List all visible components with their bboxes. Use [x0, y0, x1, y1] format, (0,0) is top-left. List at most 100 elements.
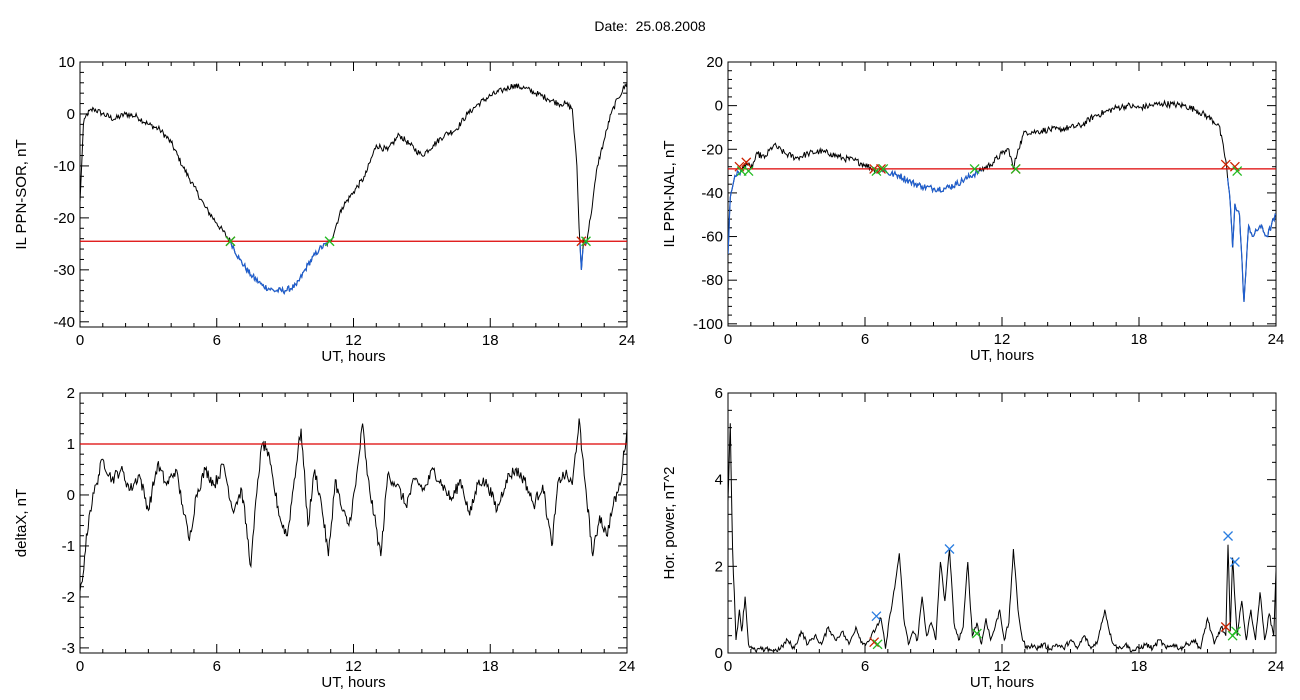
- x-tick-label: 18: [482, 658, 499, 675]
- y-tick-label: -2: [62, 589, 75, 606]
- marker-start: [576, 236, 587, 247]
- marker-stroke: [1223, 531, 1234, 541]
- y-tick-label: 2: [715, 558, 723, 575]
- marker-stroke: [576, 236, 587, 247]
- x-tick-label: 24: [619, 332, 636, 349]
- marker-end: [971, 628, 982, 639]
- marker-peak: [944, 544, 955, 554]
- marker-peak: [1229, 557, 1240, 567]
- marker-stroke: [1220, 622, 1231, 632]
- y-tick-label: 0: [67, 106, 75, 123]
- x-tick-label: 6: [213, 332, 221, 349]
- y-tick-label: 6: [715, 385, 723, 402]
- y-tick-label: 0: [715, 98, 723, 115]
- marker-end: [1010, 163, 1021, 174]
- y-tick-label: -60: [701, 229, 723, 246]
- marker-stroke: [969, 163, 980, 174]
- marker-end: [872, 639, 883, 650]
- y-tick-label: 0: [67, 487, 75, 504]
- x-tick-label: 12: [994, 658, 1011, 675]
- x-tick-label: 6: [861, 331, 869, 348]
- series-group: [80, 418, 627, 592]
- y-tick-label: 4: [715, 472, 723, 489]
- plot-frame: [79, 392, 628, 654]
- marker-stroke: [871, 611, 882, 622]
- y-axis-label: Hor. power, nT^2: [661, 467, 678, 580]
- y-tick-label: -20: [701, 141, 723, 158]
- chart-title: Date: 25.08.2008: [594, 18, 706, 34]
- series-line: [728, 423, 1276, 653]
- x-tick-label: 18: [1131, 658, 1148, 675]
- y-tick-label: 10: [58, 54, 75, 71]
- y-tick-label: 20: [706, 54, 723, 71]
- x-axis-label: UT, hours: [321, 348, 385, 365]
- marker-start: [1220, 159, 1231, 170]
- y-tick-label: 1: [67, 436, 75, 453]
- marker-stroke: [971, 628, 982, 639]
- marker-end: [1231, 626, 1242, 637]
- x-tick-label: 12: [994, 331, 1011, 348]
- panel-1: 0 6 12 18 24 -40 -30 -20 -10 0 10 UT, hours IL PPN-S…: [13, 54, 635, 365]
- series-line: [728, 99, 1276, 303]
- marker-stroke: [944, 544, 955, 554]
- x-tick-label: 12: [345, 658, 362, 675]
- marker-stroke: [878, 163, 889, 174]
- y-tick-label: -10: [53, 158, 75, 175]
- marker-stroke: [1232, 166, 1243, 177]
- y-tick-label: -80: [701, 272, 723, 289]
- x-tick-label: 0: [724, 331, 732, 348]
- x-axis-label: UT, hours: [970, 674, 1034, 691]
- x-tick-label: 6: [861, 658, 869, 675]
- marker-stroke: [1229, 161, 1240, 172]
- x-tick-label: 24: [1268, 331, 1285, 348]
- series-group: [728, 99, 1276, 303]
- marker-start: [741, 157, 752, 168]
- x-tick-label: 0: [76, 658, 84, 675]
- below-threshold-line: [229, 241, 588, 295]
- y-tick-label: 2: [67, 385, 75, 402]
- y-tick-label: -40: [53, 314, 75, 331]
- marker-stroke: [1220, 159, 1231, 170]
- marker-end: [969, 163, 980, 174]
- x-axis-label: UT, hours: [970, 347, 1034, 364]
- y-tick-label: -20: [53, 210, 75, 227]
- marker-start: [876, 163, 886, 174]
- series-group: [728, 423, 1276, 653]
- marker-stroke: [741, 157, 752, 168]
- y-tick-label: -3: [62, 640, 75, 657]
- marker-stroke: [1229, 557, 1240, 567]
- x-tick-label: 0: [724, 658, 732, 675]
- marker-stroke: [876, 163, 886, 174]
- x-tick-label: 24: [1268, 658, 1285, 675]
- y-tick-label: 0: [715, 645, 723, 662]
- y-tick-label: -40: [701, 185, 723, 202]
- marker-end: [743, 166, 754, 177]
- marker-stroke: [1231, 626, 1242, 637]
- marker-peak: [1223, 531, 1234, 541]
- marker-peak: [871, 611, 882, 622]
- marker-stroke: [1010, 163, 1021, 174]
- marker-end: [1232, 166, 1243, 177]
- x-tick-label: 18: [482, 332, 499, 349]
- marker-end: [878, 163, 889, 174]
- marker-stroke: [734, 161, 745, 172]
- series-group: [80, 82, 627, 295]
- marker-stroke: [324, 236, 335, 247]
- marker-end: [225, 236, 236, 247]
- marker-end: [324, 236, 335, 247]
- marker-start: [1220, 622, 1231, 632]
- marker-stroke: [743, 166, 754, 177]
- x-tick-label: 6: [213, 658, 221, 675]
- y-axis-label: deltaX, nT: [13, 489, 30, 557]
- plot-frame: [727, 61, 1277, 327]
- x-tick-label: 18: [1131, 331, 1148, 348]
- x-tick-label: 12: [345, 332, 362, 349]
- marker-stroke: [225, 236, 236, 247]
- marker-end: [581, 236, 591, 247]
- plot-frame: [79, 61, 628, 328]
- x-tick-label: 0: [76, 332, 84, 349]
- below-threshold-line: [728, 167, 1276, 303]
- y-tick-label: -100: [693, 316, 723, 333]
